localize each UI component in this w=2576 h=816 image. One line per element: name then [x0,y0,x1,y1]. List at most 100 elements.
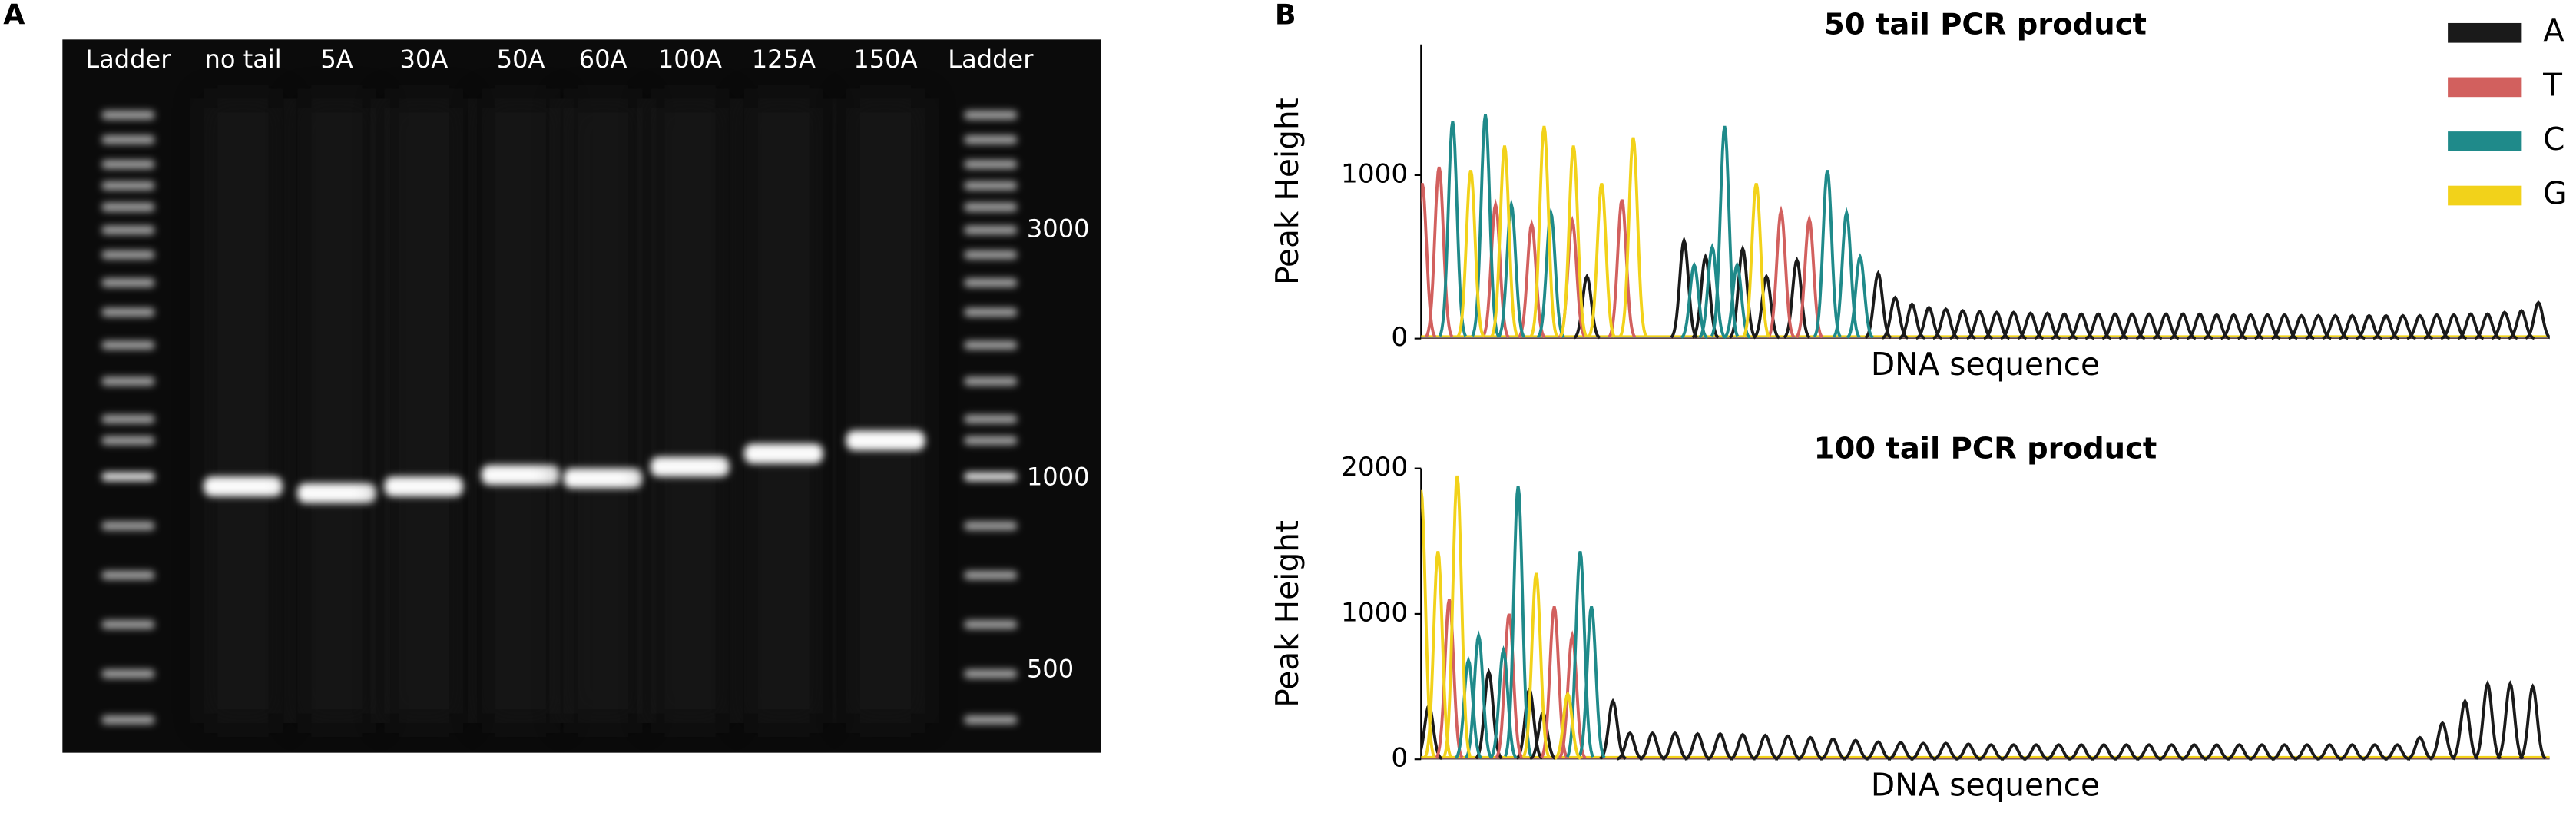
panel-label: B [1275,0,1296,31]
traces [1421,475,2550,761]
lane-label: 100A [658,45,722,74]
x-axis-label: DNA sequence [1871,346,2100,383]
ladder-band [101,415,155,423]
ladder-band [101,111,155,120]
x-axis-label: DNA sequence [1871,767,2100,804]
peak [1729,732,1757,761]
peak [1710,125,1740,337]
lane-label: 150A [853,45,917,74]
y-tick-label: 1000 [1341,158,1408,189]
peak [1813,170,1842,338]
legend-swatch [2448,77,2522,98]
peak [1955,742,1982,761]
peak [1742,183,1771,338]
ladder-band [101,376,155,386]
peak [1932,741,1959,761]
peak [1573,273,1601,340]
ladder-band [964,620,1018,629]
peak [2406,735,2433,761]
legend-label: C [2543,121,2564,158]
peak [1587,183,1616,338]
peak [2384,743,2411,761]
ladder-band [964,250,1018,259]
peak [1684,731,1711,761]
peak [1752,733,1779,761]
y-axis-label: Peak Height [1269,98,1306,285]
peak [1454,655,1483,760]
marker-label: 500 [1027,655,1074,684]
chart-title: 50 tail PCR product [1824,8,2147,42]
peak [2091,743,2117,761]
y-tick-label: 0 [1391,743,1408,774]
band [651,456,730,477]
ladder-band [964,669,1018,678]
peak [2000,743,2027,761]
ladder-band [964,436,1018,445]
peak [2429,721,2456,761]
smear [846,98,925,724]
ladder-band [964,571,1018,579]
band [563,468,643,489]
ladder-band [101,522,155,530]
traces [1421,114,2550,340]
peak [1698,243,1727,339]
peak [1435,599,1464,758]
band [744,443,823,464]
peak [2045,743,2072,761]
peak [2271,743,2298,761]
ladder-band [101,160,155,169]
ladder-band [964,715,1018,725]
ladder-band [101,669,155,678]
ladder-band [964,111,1018,120]
peak [1783,256,1811,339]
ladder-band [101,226,155,234]
lane-label: 50A [497,45,545,74]
peak [2158,743,2185,761]
peak [1865,740,1892,761]
legend-swatch [2448,22,2522,43]
peak [1910,741,1937,761]
panel-label: A [3,0,25,31]
ladder-band [964,472,1018,481]
peak [1887,741,1914,761]
ladder-band [101,250,155,259]
peak [2518,683,2547,760]
peak [2226,743,2253,761]
peak [1797,735,1824,761]
peak [1707,731,1733,761]
peak [2023,743,2050,761]
ladder-band [964,278,1018,287]
peak [1456,170,1485,338]
band [846,430,925,451]
peak [1978,743,2005,761]
ladder-band [101,308,155,317]
peak [1521,572,1551,758]
legend-label: A [2543,12,2564,49]
ladder-band [964,203,1018,211]
smear [204,98,283,724]
peak [1661,731,1689,761]
lane-label: 5A [320,45,353,74]
peak [2180,743,2207,761]
lane-label: 30A [400,45,449,74]
peak [1619,137,1648,337]
peak [1599,698,1627,760]
smear [297,98,376,724]
peak [2113,743,2140,761]
ladder-band [101,203,155,211]
lane-label: Ladder [85,45,171,74]
peak [1832,207,1861,338]
ladder-band [964,376,1018,386]
lane-label: 125A [752,45,816,74]
legend-swatch [2448,185,2522,206]
peak [2339,743,2366,761]
gel-bands [101,98,1018,725]
lane-label: 60A [579,45,627,74]
peak [1475,668,1503,760]
band [204,476,283,496]
peak [2068,743,2094,761]
chart-title: 100 tail PCR product [1814,432,2157,466]
peak [1577,605,1606,758]
peak [2496,680,2525,760]
